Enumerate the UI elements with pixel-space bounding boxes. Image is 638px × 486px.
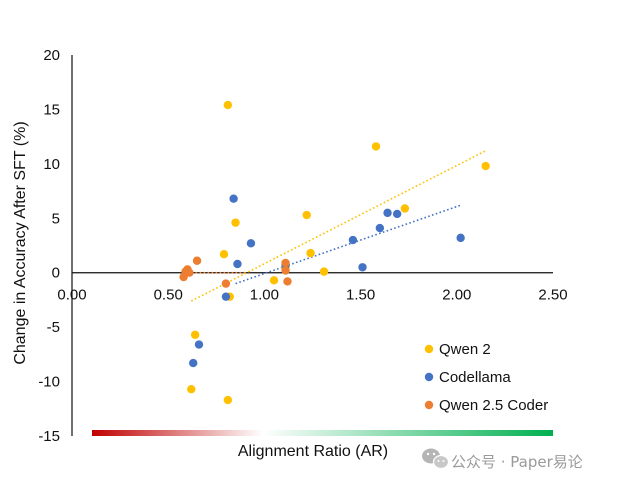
data-point-codellama	[358, 263, 367, 272]
watermark-text: 公众号 · Paper易论	[451, 453, 583, 471]
data-point-codellama	[348, 235, 358, 245]
y-tick-label: 5	[52, 210, 60, 227]
data-point-qwen-2-5-coder	[281, 258, 290, 268]
y-axis-title: Change in Accuracy After SFT (%)	[12, 121, 29, 364]
y-tick-label: -10	[38, 374, 60, 391]
data-point-qwen-2	[219, 250, 229, 259]
data-point-qwen-2-5-coder	[221, 279, 231, 288]
x-axis-ticks: 0.00 0.50 1.00 1.50 2.00 2.50	[57, 287, 567, 304]
data-point-qwen-2-5-coder	[185, 268, 194, 277]
data-point-qwen-2	[400, 204, 410, 213]
data-point-qwen-2-5-coder	[192, 256, 202, 265]
data-point-qwen-2	[319, 267, 329, 276]
x-tick-label: 2.00	[442, 287, 471, 304]
x-tick-label: 2.50	[538, 287, 567, 304]
legend-marker	[424, 372, 434, 382]
data-point-codellama	[246, 239, 256, 248]
trend-line-codellama	[235, 204, 461, 285]
y-tick-label: 20	[43, 47, 60, 64]
data-point-qwen-2	[231, 218, 240, 227]
data-point-codellama	[233, 259, 242, 269]
alignment-gradient-bar	[92, 430, 553, 436]
data-point-codellama	[383, 208, 392, 218]
x-tick-label: 0.00	[57, 287, 86, 304]
y-tick-label: 15	[43, 101, 60, 118]
trend-line-qwen-2	[190, 150, 487, 302]
y-tick-label: -5	[47, 319, 60, 336]
data-point-qwen-2-5-coder	[283, 277, 292, 286]
y-tick-label: 0	[52, 265, 60, 282]
legend: Qwen 2 Codellama Qwen 2.5 Coder	[424, 341, 548, 414]
data-point-qwen-2	[371, 142, 381, 151]
data-point-codellama	[375, 223, 385, 233]
x-axis-title: Alignment Ratio (AR)	[238, 443, 388, 460]
legend-label: Codellama	[439, 369, 511, 386]
data-point-qwen-2-5-coder	[281, 266, 290, 275]
x-tick-label: 1.00	[250, 287, 279, 304]
x-tick-label: 0.50	[154, 287, 183, 304]
data-point-codellama	[229, 194, 238, 203]
x-tick-label: 1.50	[346, 287, 375, 304]
data-point-qwen-2	[302, 210, 311, 220]
data-point-qwen-2	[481, 161, 490, 171]
legend-label: Qwen 2	[439, 341, 491, 358]
data-point-qwen-2	[190, 330, 200, 339]
wechat-icon	[422, 448, 450, 470]
y-tick-label: -15	[38, 428, 60, 445]
data-point-qwen-2	[223, 100, 233, 110]
data-point-qwen-2	[223, 395, 233, 405]
y-tick-label: 10	[43, 156, 60, 173]
data-point-qwen-2	[187, 384, 196, 394]
legend-label: Qwen 2.5 Coder	[439, 397, 548, 414]
data-point-codellama	[456, 233, 465, 243]
y-axis-ticks: 20 15 10 5 0 -5 -10 -15	[38, 47, 60, 445]
data-point-qwen-2	[306, 248, 315, 258]
watermark: 公众号 · Paper易论	[422, 448, 583, 471]
data-point-codellama	[221, 292, 231, 301]
data-point-qwen-2	[269, 276, 279, 285]
data-point-codellama	[194, 340, 204, 349]
data-point-codellama	[392, 209, 402, 219]
data-points	[179, 100, 490, 405]
trend-lines	[183, 150, 487, 302]
legend-marker	[424, 400, 434, 410]
legend-marker	[424, 344, 434, 354]
data-point-codellama	[189, 358, 198, 368]
